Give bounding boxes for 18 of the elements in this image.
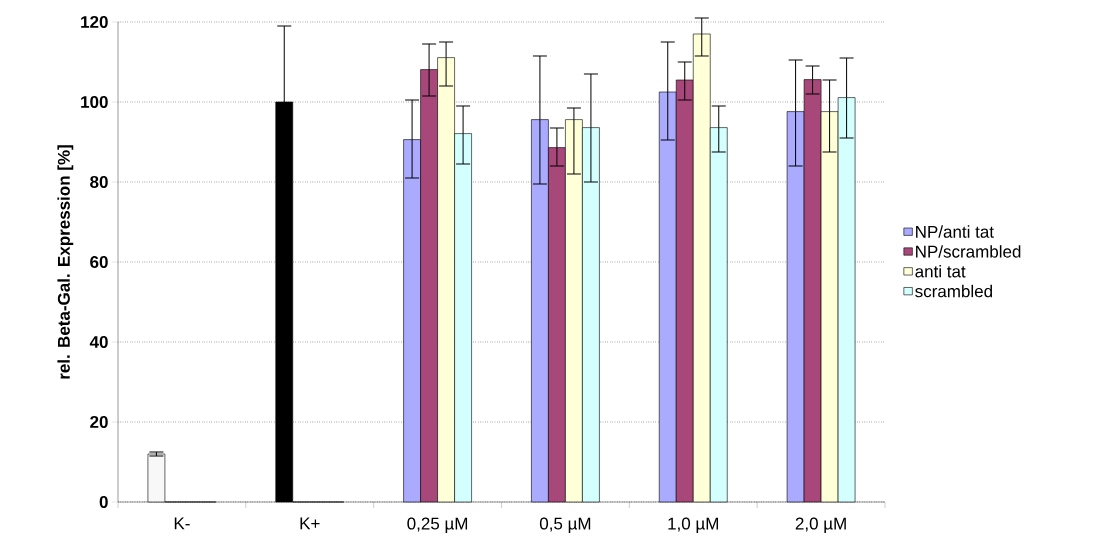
y-tick-label: 40 [89, 335, 108, 349]
y-tick-label: 20 [90, 415, 108, 429]
x-tick-label: 0,5 µM [539, 517, 591, 533]
y-tick-label: 120 [81, 15, 108, 29]
x-tick-label: K- [174, 517, 190, 530]
legend-label: NP/anti tat [916, 225, 994, 238]
x-tick-label: 0,25 µM [407, 517, 468, 533]
y-tick-label: 0 [99, 495, 108, 509]
x-tick-label: 2,0 µM [795, 517, 846, 533]
y-axis-title: rel. Beta-Gal. Expression [%] [57, 145, 74, 379]
x-tick-label: K+ [300, 517, 320, 530]
x-tick-label: 1,0 µM [668, 517, 718, 533]
legend-label: anti tat [915, 265, 966, 278]
y-tick-label: 100 [81, 95, 108, 109]
y-tick-label: 60 [90, 255, 108, 269]
legend-label: NP/scrambled [916, 245, 1021, 258]
legend-label: scrambled [915, 284, 992, 298]
y-tick-label: 80 [90, 175, 108, 189]
